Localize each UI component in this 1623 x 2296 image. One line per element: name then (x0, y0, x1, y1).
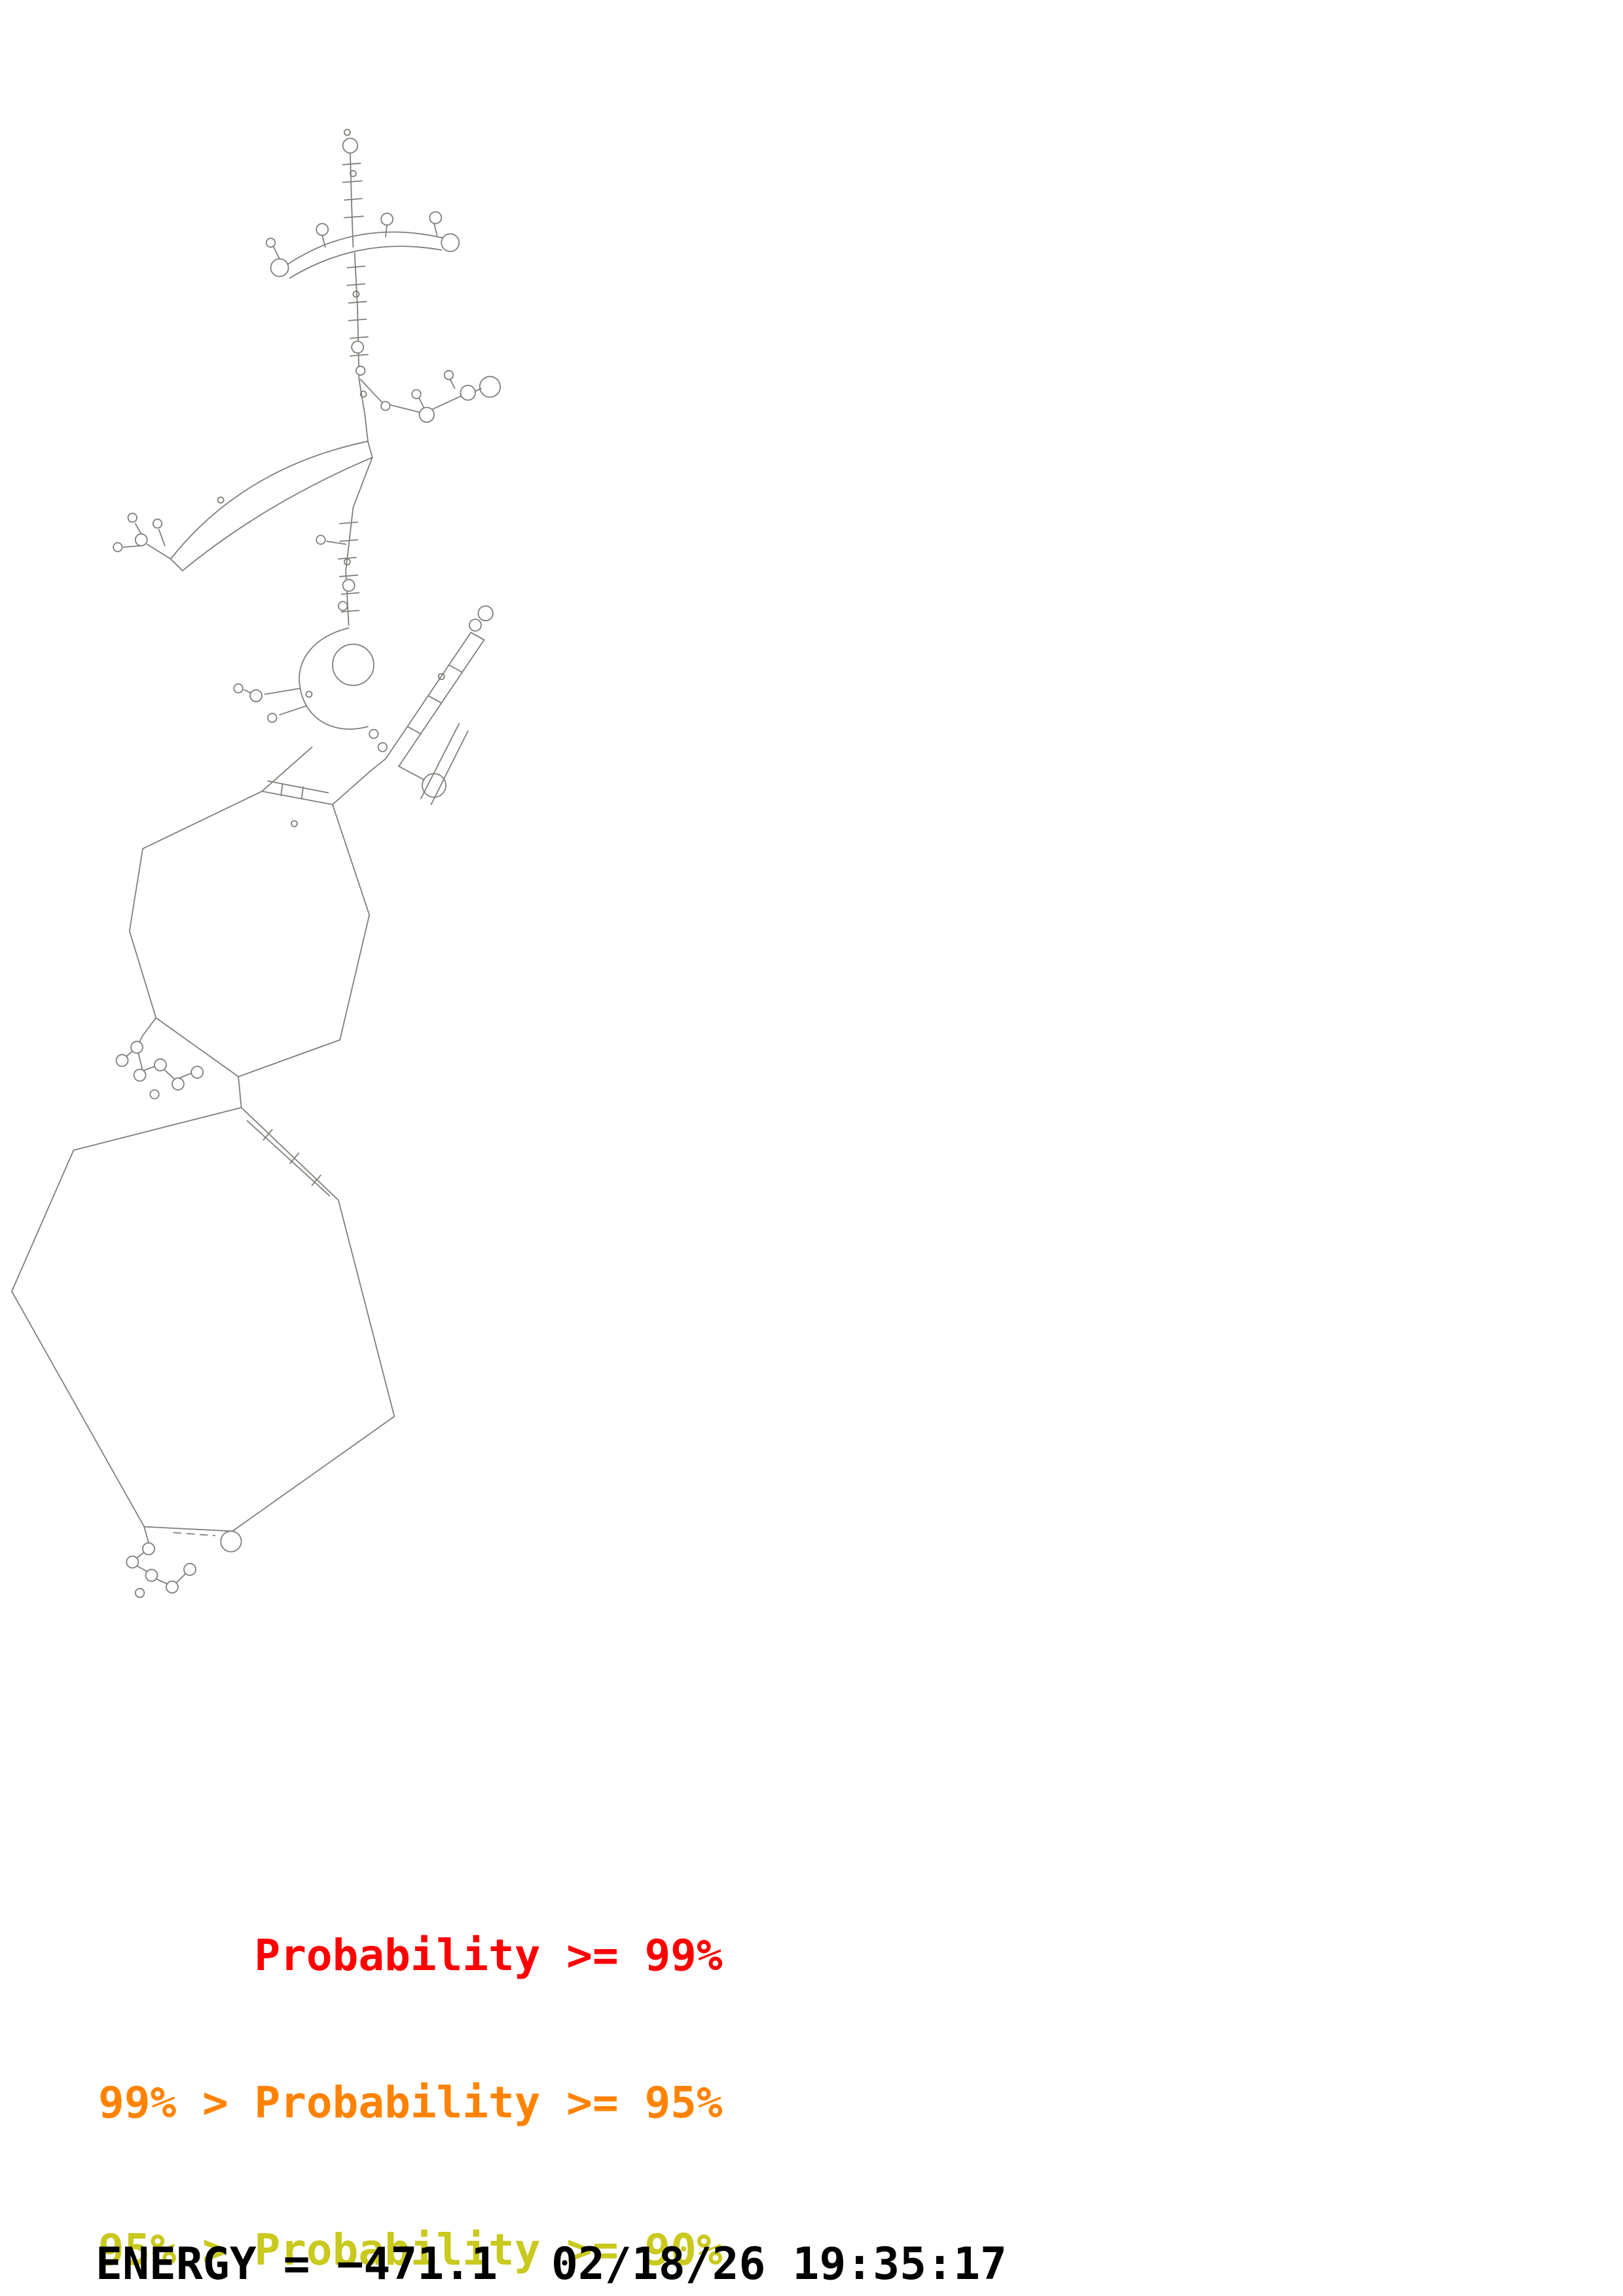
energy-readout: ENERGY = −471.1 02/18/26 19:35:17 (96, 2238, 1007, 2290)
structure-lines (10, 128, 501, 1598)
legend-item-99-95: 99% > Probability >= 95% (98, 2077, 723, 2128)
legend-item-95-90: 95% > Probability >= 90% (98, 2225, 723, 2275)
probability-legend: Probability >= 99% 99% > Probability >= … (98, 1833, 723, 2296)
legend-item-prob-ge-99: Probability >= 99% (98, 1930, 723, 1981)
